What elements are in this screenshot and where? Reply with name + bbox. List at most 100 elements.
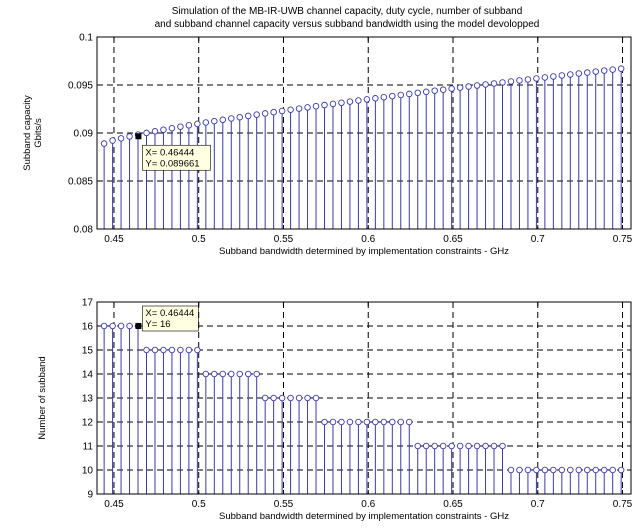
stem-marker (304, 104, 311, 111)
stem-marker (151, 346, 159, 354)
stem-marker (456, 442, 464, 450)
stem-marker (278, 394, 286, 402)
stem-marker (567, 466, 574, 474)
y-axis-label: Number of subband (37, 356, 48, 439)
stem-marker (312, 394, 320, 402)
stem-marker (380, 93, 388, 101)
stem-marker (609, 66, 616, 73)
stem-marker (100, 140, 108, 147)
stem-marker (244, 370, 252, 378)
x-tick-label: 0.5 (192, 499, 206, 510)
stem-marker (406, 418, 413, 426)
stem-marker (524, 76, 532, 83)
x-tick-label: 0.65 (443, 234, 463, 245)
y-tick-label: 0.1 (79, 33, 93, 44)
stem-marker (312, 102, 320, 110)
stem-marker (177, 346, 184, 354)
stem-marker (253, 370, 260, 378)
y-tick-label: 14 (82, 370, 94, 381)
stem-marker (499, 442, 506, 450)
stem-marker (219, 116, 227, 124)
stem-marker (372, 95, 379, 102)
stem-marker (126, 322, 133, 330)
y-tick-label: 0.08 (74, 225, 94, 236)
stem-marker (109, 322, 116, 330)
datatip-box (142, 305, 199, 332)
stem-marker (194, 120, 201, 128)
figure-title-line-2: and subband channel capacity versus subb… (155, 19, 540, 30)
stem-marker (228, 115, 235, 122)
stem-marker (550, 73, 557, 80)
stem-marker (202, 370, 210, 378)
stem-marker (363, 418, 371, 426)
datatip-text: X= 0.46444 (145, 147, 194, 158)
stem-marker (422, 442, 430, 450)
stem-marker (507, 466, 515, 474)
stem-marker (143, 346, 150, 354)
stem-marker (431, 442, 438, 450)
selected-point-marker (135, 323, 142, 329)
stem-marker (575, 466, 583, 474)
stem-marker (228, 370, 235, 378)
stem-marker (160, 346, 167, 354)
y-tick-label: 15 (82, 346, 94, 357)
y-axis-label: Gbits/s (33, 118, 44, 148)
stem-marker (516, 466, 523, 474)
x-tick-label: 0.7 (531, 234, 545, 245)
stem-marker (177, 123, 184, 130)
x-tick-label: 0.75 (613, 499, 633, 510)
stem-marker (516, 77, 523, 84)
stem-marker (473, 82, 481, 89)
stem-marker (168, 346, 176, 354)
stem-marker (600, 466, 608, 474)
stem-marker (533, 466, 540, 474)
stem-marker (363, 96, 371, 103)
stem-marker (321, 101, 328, 109)
stem-marker (287, 106, 294, 114)
x-axis-label: Subband bandwidth determined by implemen… (219, 246, 509, 257)
stem-marker (329, 100, 337, 108)
stem-marker (202, 119, 210, 126)
y-tick-label: 16 (82, 322, 94, 333)
stem-marker (490, 442, 498, 450)
stem-marker (473, 442, 481, 450)
stem-marker (219, 370, 227, 378)
stem-marker (117, 322, 125, 330)
stem-marker (236, 370, 243, 378)
stem-marker (304, 394, 311, 402)
stem-marker (355, 97, 362, 104)
stem-marker (109, 137, 116, 144)
stem-marker (533, 75, 540, 82)
datatip-box (142, 144, 211, 171)
selected-point-marker (135, 133, 142, 140)
x-tick-label: 0.65 (443, 499, 463, 510)
stem-marker (414, 442, 421, 450)
stem-marker (117, 135, 125, 142)
stem-marker (338, 418, 345, 426)
y-axis-label: Subband capacity (22, 95, 33, 171)
stem-marker (261, 110, 269, 117)
stem-marker (617, 65, 625, 72)
stem-marker (372, 418, 379, 426)
subband-capacity-plot: 0.45 0.5 0.55 0.6 0.65 0.7 0.75 0.08 0.085 0.09 0.… (22, 33, 633, 258)
datatip-text: Y= 0.089661 (145, 158, 199, 169)
stem-marker (287, 394, 294, 402)
stem-marker (431, 87, 438, 94)
stem-marker (592, 466, 599, 474)
x-tick-label: 0.6 (361, 234, 375, 245)
x-tick-label: 0.75 (613, 234, 633, 245)
y-tick-label: 10 (82, 466, 94, 477)
stem-marker (609, 466, 616, 474)
x-tick-label: 0.5 (192, 234, 206, 245)
stem-marker (584, 466, 591, 474)
y-tick-label: 11 (83, 442, 94, 453)
stem-marker (185, 122, 193, 129)
stem-marker (253, 111, 260, 118)
stem-marker (270, 108, 277, 116)
stem-marker (600, 67, 608, 74)
stem-marker (211, 370, 218, 378)
stem-marker (355, 418, 362, 426)
stem-marker (507, 78, 515, 85)
datatip-text: Y= 16 (145, 319, 170, 330)
